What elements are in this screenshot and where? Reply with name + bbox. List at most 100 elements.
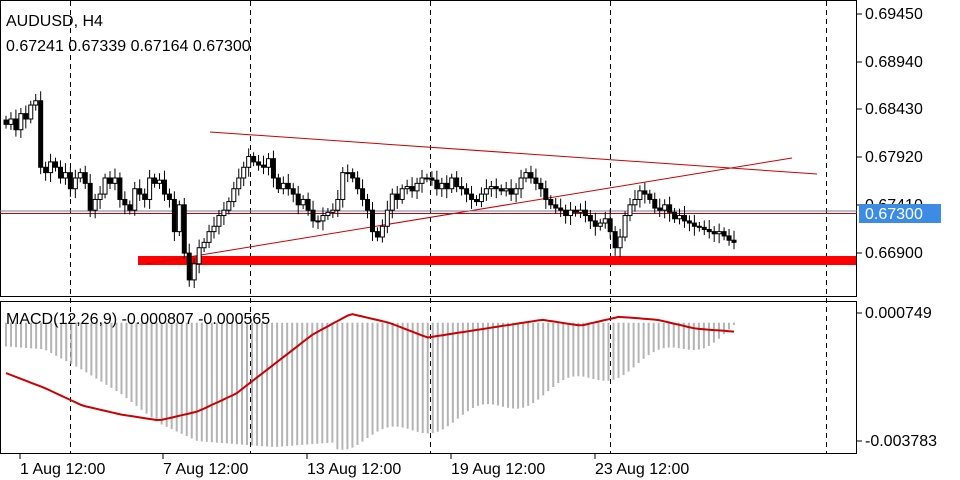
candle-body [686,220,692,224]
candle-body [33,100,39,106]
support-zone-rectangle[interactable] [138,256,856,265]
candle-body [310,209,316,222]
candle-body [538,182,544,190]
candle-body [176,204,182,233]
price-tick-label: 0.66900 [865,245,923,262]
candle-body [528,172,534,179]
candle-body [642,190,648,195]
candle-body [132,188,138,211]
candle-body [221,209,227,217]
candle-body [498,188,504,192]
candle-body [275,177,281,190]
candle-body [379,225,385,238]
candle-body [38,100,44,168]
candle-body [231,188,237,203]
candle-body [300,198,306,206]
candle-body [439,182,445,190]
candle-body [647,193,653,200]
candle-body [548,198,554,206]
candle-body [444,182,450,190]
candle-body [305,198,311,211]
candle-body [186,252,192,281]
candle-body [662,204,668,211]
time-tick-label: 19 Aug 12:00 [451,461,545,478]
candle-body [137,188,143,195]
macd-tick-label: 0.000749 [865,305,932,322]
time-axis: 1 Aug 12:00 7 Aug 12:00 13 Aug 12:00 19 … [19,454,689,478]
candle-body [191,263,197,281]
candle-body [518,177,524,190]
candle-body [62,172,68,179]
candle-body [612,231,618,249]
macd-tick-label: -0.003783 [865,433,937,450]
current-price-badge [859,204,941,223]
candle-body [201,241,207,249]
price-panel-frame [0,0,857,297]
candle-body [607,218,613,233]
candle-body [251,156,257,163]
candle-body [691,222,697,227]
candle-body [582,209,588,217]
candle-body [592,220,598,227]
candle-body [350,172,356,179]
current-price-label: 0.67300 [865,206,923,223]
candle-body [414,182,420,192]
upper-trendline[interactable] [209,131,818,175]
candle-body [731,239,737,243]
candle-body [419,177,425,184]
candle-body [652,198,658,209]
macd-signal-line [5,313,735,422]
time-tick-label: 23 Aug 12:00 [595,461,689,478]
candle-body [28,104,34,120]
candle-body [18,113,24,131]
candle-body [181,204,187,254]
candle-body [290,188,296,195]
candle-body [389,193,395,211]
candle-body [211,225,217,233]
candle-body [473,198,479,203]
candle-body [716,231,722,235]
candle-body [667,204,673,213]
candle-body [77,172,83,179]
candle-body [8,118,14,125]
candle-body [672,211,678,220]
candle-body [261,164,267,168]
candle-body [345,172,351,175]
candle-body [424,177,430,180]
candle-body [533,177,539,184]
candle-body [558,207,564,211]
candle-body [152,177,158,184]
candle-body [142,193,148,200]
candle-body [340,172,346,200]
candle-body [325,211,331,217]
candle-body [161,179,167,195]
candle-body [295,193,301,206]
candle-body [587,215,593,222]
price-axis: 0.69450 0.68940 0.68430 0.67920 0.67410 … [857,6,923,262]
candle-body [523,172,529,179]
candle-body [488,186,494,190]
candle-body [409,186,415,192]
candle-body [577,209,583,213]
candle-body [330,209,336,213]
price-tick-label: 0.68430 [865,101,923,118]
candle-body [563,209,569,217]
price-tick-label: 0.67920 [865,149,923,166]
candle-body [112,177,118,184]
candle-body [483,188,489,195]
candlestick-series [3,91,737,289]
candle-body [171,198,177,233]
candle-body [365,198,371,211]
candle-body [617,236,623,249]
candle-body [196,247,202,265]
candle-body [681,215,687,222]
candle-body [602,218,608,224]
candle-body [206,231,212,243]
candle-body [102,177,108,195]
symbol-title: AUDUSD, H4 [6,13,103,30]
candle-body [429,177,435,181]
candle-body [627,204,633,217]
macd-axis: 0.000749 -0.003783 [857,305,937,450]
candle-body [696,225,702,228]
candle-body [127,204,133,211]
